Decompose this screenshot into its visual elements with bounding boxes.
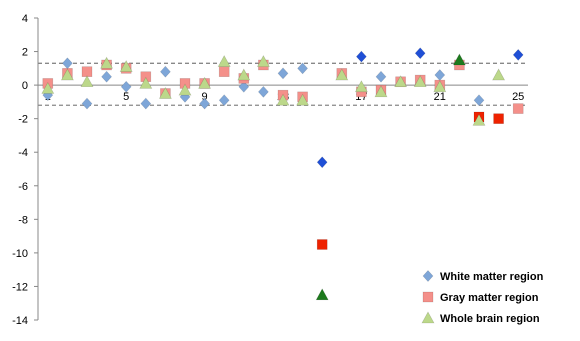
y-tick-label: 4 <box>22 13 28 25</box>
data-point-diamond <box>257 85 269 98</box>
data-point-diamond <box>277 67 289 80</box>
data-point-diamond <box>434 69 446 81</box>
x-tick-label: 9 <box>202 91 208 103</box>
legend-label: Whole brain region <box>440 313 540 325</box>
data-point-triangle <box>119 60 133 72</box>
y-tick-label: 2 <box>22 47 28 59</box>
data-point-triangle <box>433 80 447 93</box>
data-point-diamond <box>473 94 485 107</box>
data-point-triangle <box>394 75 408 88</box>
y-tick-label: -2 <box>18 114 28 126</box>
data-point-triangle <box>80 75 94 88</box>
data-point-diamond <box>375 70 387 83</box>
data-point-diamond <box>414 47 426 60</box>
y-axis-ticks: 4 2 0 -2 -4 -6 -8 -10 -12 -14 <box>12 13 38 327</box>
data-point-square <box>316 239 328 250</box>
data-point-triangle <box>217 54 231 67</box>
data-point-diamond <box>120 80 132 93</box>
data-point-triangle <box>158 86 172 99</box>
y-tick-label: -10 <box>12 248 28 260</box>
data-point-triangle <box>374 85 388 98</box>
y-tick-label: -8 <box>18 214 28 226</box>
data-point-triangle <box>139 76 153 89</box>
legend-label: Gray matter region <box>440 292 539 304</box>
reference-lines <box>38 62 528 106</box>
data-point-triangle <box>413 75 427 88</box>
legend-label: White matter region <box>440 271 544 283</box>
series-triangle-points <box>41 53 506 301</box>
y-tick-label: -4 <box>18 147 28 159</box>
data-point-triangle <box>237 68 251 81</box>
y-tick-label: -12 <box>12 281 28 293</box>
data-point-diamond <box>238 80 250 93</box>
data-point-triangle <box>198 76 212 89</box>
data-point-triangle <box>492 68 506 81</box>
data-point-triangle <box>354 80 368 93</box>
data-point-diamond <box>316 156 328 169</box>
data-point-triangle <box>315 288 329 301</box>
x-tick-label: 5 <box>123 91 129 103</box>
data-point-triangle <box>335 68 349 81</box>
legend-marker-triangle <box>421 311 435 324</box>
data-point-diamond <box>101 70 113 83</box>
data-point-triangle <box>256 54 270 67</box>
y-tick-label: -6 <box>18 181 28 193</box>
data-point-triangle <box>100 56 114 69</box>
data-point-diamond <box>297 62 309 75</box>
data-points <box>41 47 524 301</box>
x-tick-label: 21 <box>434 91 446 103</box>
data-point-triangle <box>178 83 192 96</box>
y-tick-label: 0 <box>22 80 28 92</box>
data-point-square <box>512 103 524 114</box>
legend: White matter region Gray matter region Who… <box>421 270 544 325</box>
x-tick-label: 25 <box>512 91 524 103</box>
data-point-diamond <box>199 97 211 110</box>
data-point-diamond <box>81 97 93 110</box>
data-point-diamond <box>218 94 230 107</box>
legend-marker-square <box>422 291 434 303</box>
data-point-diamond <box>140 97 152 110</box>
data-point-triangle <box>296 93 310 106</box>
data-point-triangle <box>452 53 466 66</box>
series-square-points <box>42 59 524 250</box>
data-point-triangle <box>41 81 55 94</box>
data-point-diamond <box>355 50 367 63</box>
data-point-triangle <box>276 93 290 106</box>
y-tick-label: -14 <box>12 315 28 327</box>
data-point-square <box>218 66 230 77</box>
data-point-triangle <box>60 68 74 81</box>
data-point-diamond <box>61 57 73 70</box>
legend-marker-diamond <box>422 270 434 282</box>
data-point-square <box>493 113 504 124</box>
data-point-triangle <box>472 113 486 126</box>
series-diamond-points <box>42 47 524 169</box>
data-point-diamond <box>512 48 524 61</box>
data-point-diamond <box>159 65 171 78</box>
